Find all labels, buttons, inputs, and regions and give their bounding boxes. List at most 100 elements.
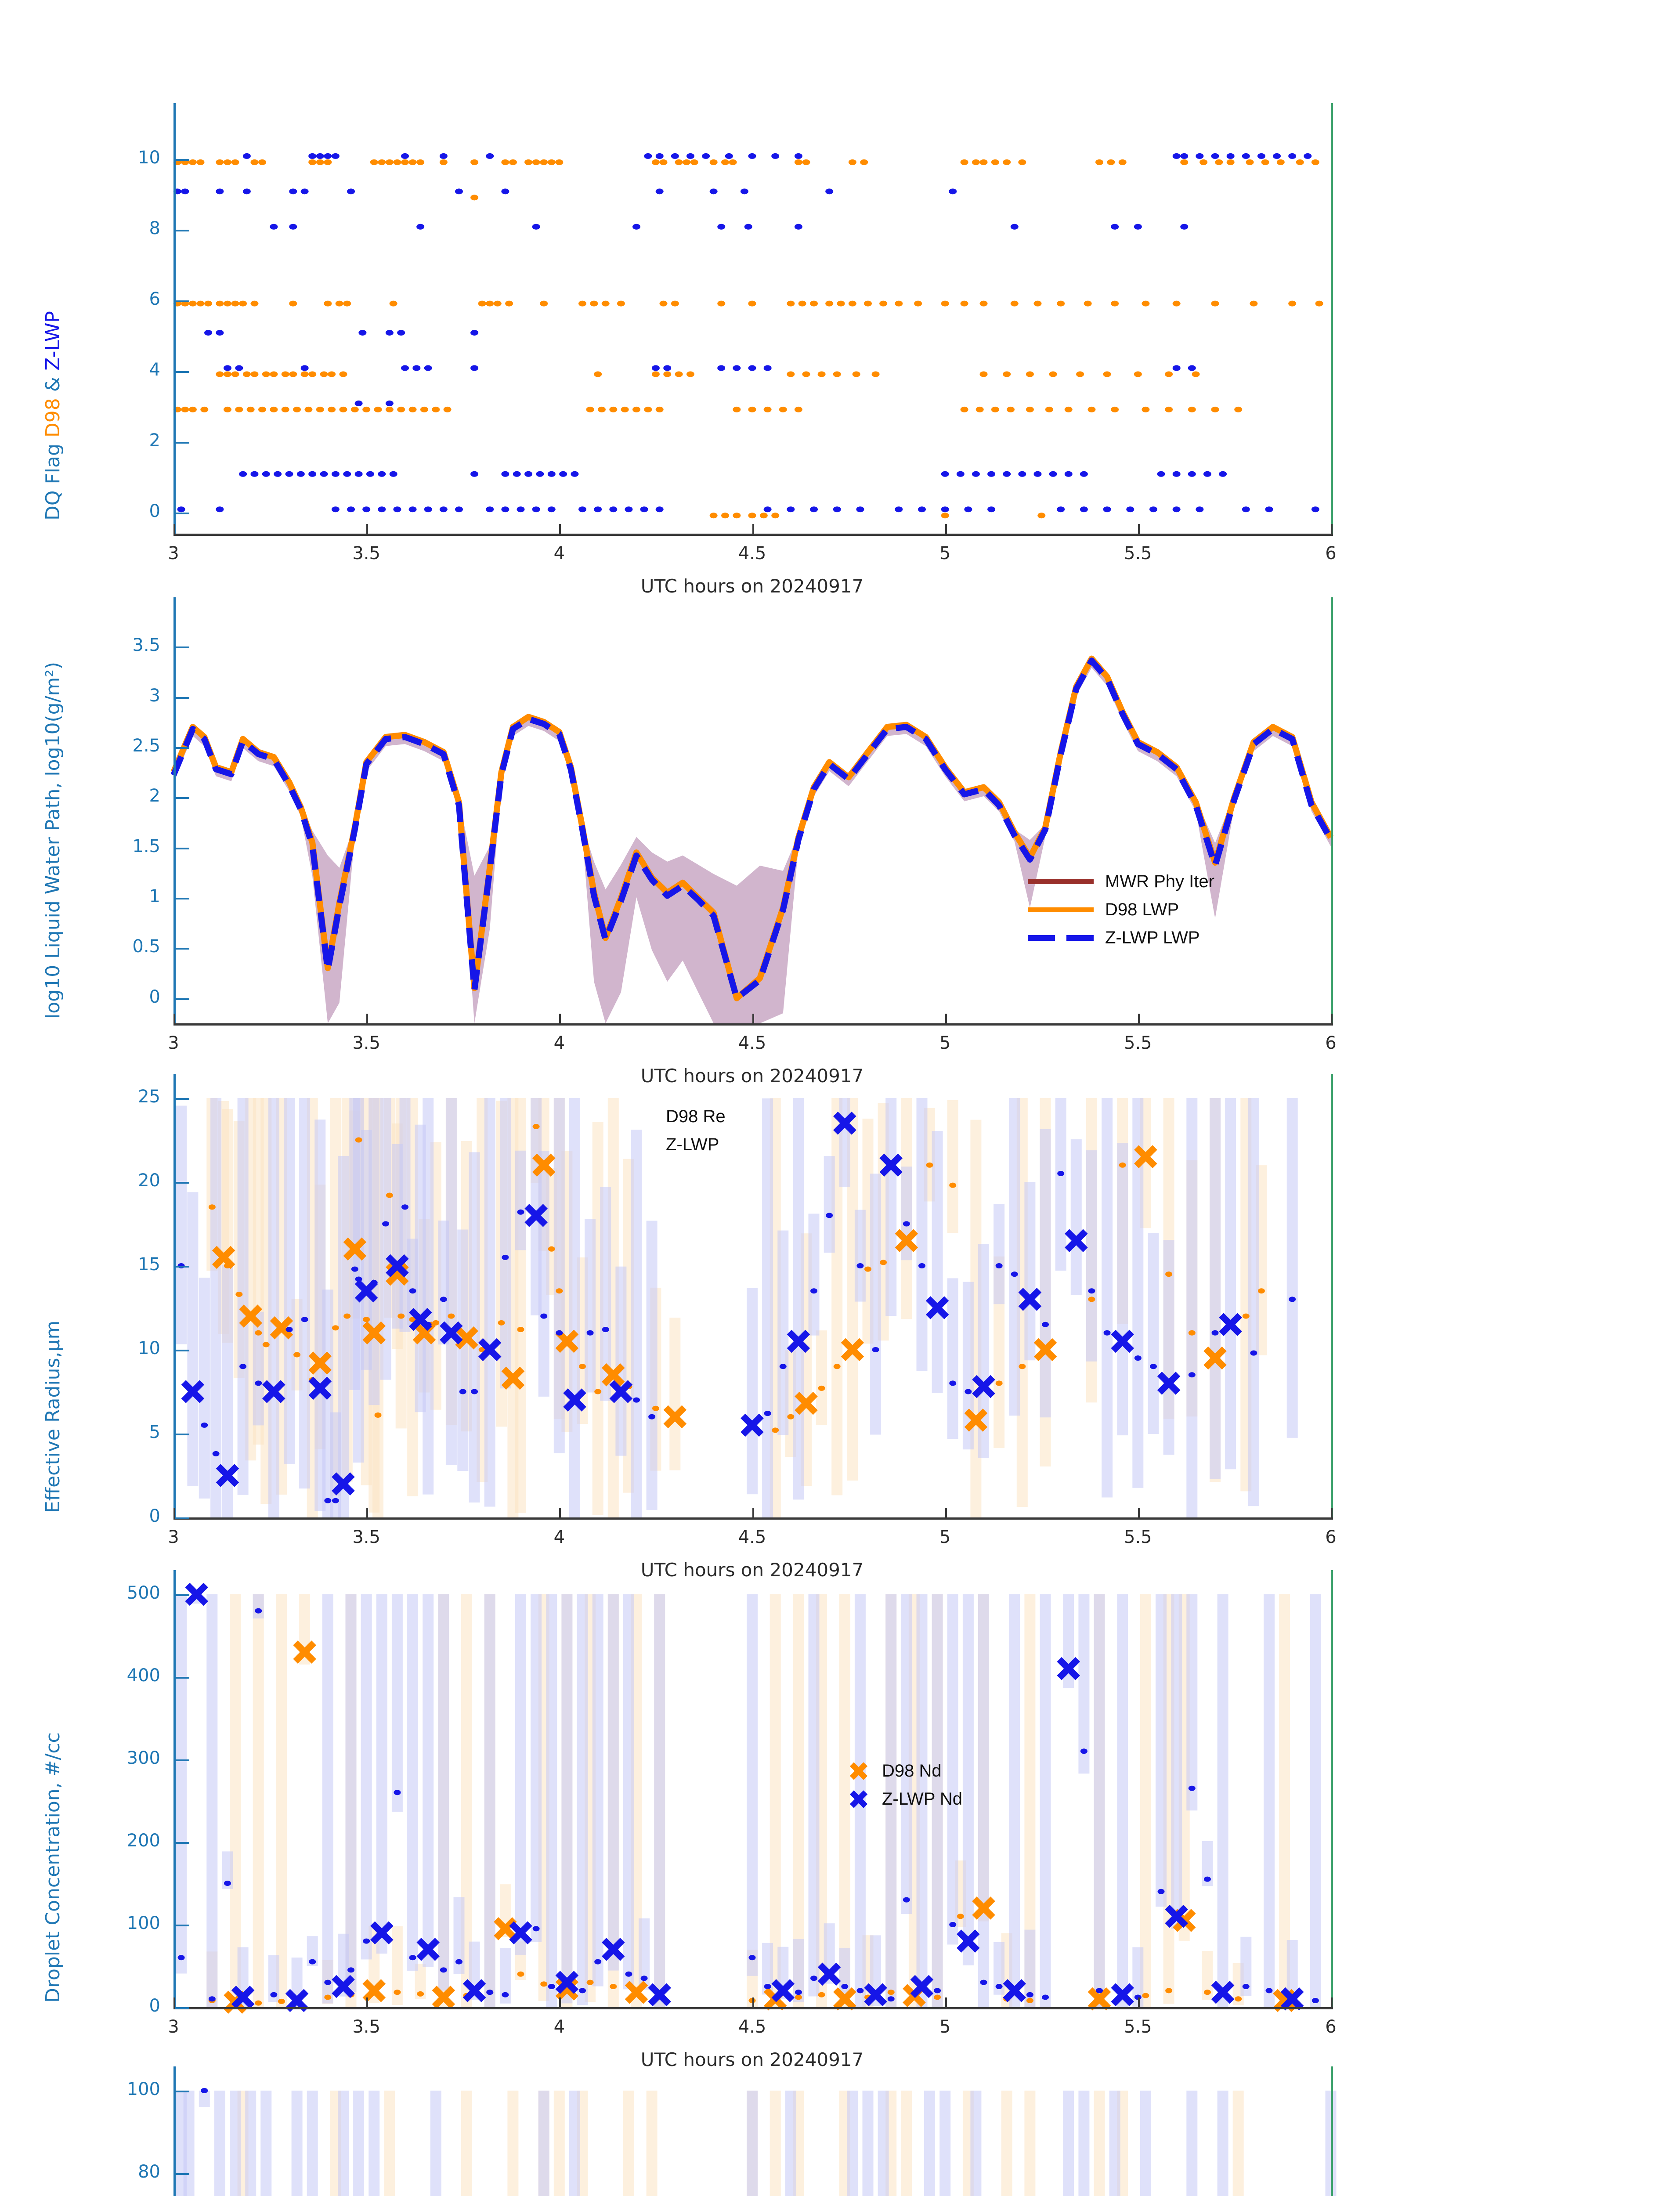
x-tick-label: 5.5 xyxy=(1124,1033,1152,1053)
y-tick-label: 10 xyxy=(138,1338,160,1358)
y-tick-label: 8 xyxy=(149,218,160,239)
x-tick xyxy=(366,1997,369,2009)
y-tick-label: 1 xyxy=(149,886,160,907)
y-tick-label: 100 xyxy=(126,1913,160,1933)
x-tick-label: 4 xyxy=(553,1033,565,1053)
y-axis-line xyxy=(173,103,176,534)
x-tick xyxy=(173,1508,175,1519)
y-axis-line-right xyxy=(1331,1074,1333,1517)
legend-droplet-concentration: D98 Nd Z-LWP Nd xyxy=(826,1757,962,1813)
y-tick xyxy=(173,898,189,900)
y-tick xyxy=(173,2173,189,2175)
y-tick-label: 300 xyxy=(126,1748,160,1768)
x-tick-label: 3.5 xyxy=(352,1033,380,1053)
legend-label: Z-LWP LWP xyxy=(1105,928,1200,947)
y-tick xyxy=(173,230,189,232)
y-tick xyxy=(173,1842,189,1844)
y-tick-label: 6 xyxy=(149,289,160,310)
legend-item: D98 Re xyxy=(589,1102,726,1131)
y-tick xyxy=(173,1098,189,1100)
x-tick xyxy=(1331,1014,1333,1025)
x-tick-label: 6 xyxy=(1325,2017,1337,2037)
y-axis-line-right xyxy=(1331,597,1333,1023)
x-tick xyxy=(173,1014,175,1025)
x-tick-label: 5.5 xyxy=(1124,543,1152,563)
x-tick xyxy=(1138,1997,1140,2009)
y-tick xyxy=(173,2007,189,2009)
x-tick-label: 6 xyxy=(1325,1033,1337,1053)
x-tick-label: 4 xyxy=(553,543,565,563)
y-tick-label: 2 xyxy=(149,786,160,806)
y-tick xyxy=(173,647,189,649)
y-tick-label: 25 xyxy=(138,1087,160,1107)
x-tick xyxy=(559,1508,561,1519)
x-tick-label: 3 xyxy=(168,2017,179,2037)
legend-item: D98 Nd xyxy=(826,1757,962,1785)
x-tick xyxy=(752,1014,754,1025)
y-tick xyxy=(173,697,189,699)
x-tick-label: 3 xyxy=(168,543,179,563)
legend-label: D98 Re xyxy=(666,1106,726,1126)
y-axis-line-right xyxy=(1331,103,1333,534)
y-tick xyxy=(173,300,189,303)
x-tick xyxy=(559,524,561,535)
y-tick xyxy=(173,1677,189,1679)
x-tick xyxy=(559,1997,561,2009)
y-tick xyxy=(173,1925,189,1926)
x-tick-label: 5 xyxy=(939,543,951,563)
y-tick-label: 2 xyxy=(149,430,160,451)
x-tick xyxy=(1331,1997,1333,2009)
x-tick-label: 3.5 xyxy=(352,1527,380,1547)
y-tick xyxy=(173,1517,189,1519)
y-tick-label: 1.5 xyxy=(132,836,160,856)
y-tick xyxy=(173,1594,189,1596)
x-tick-label: 3.5 xyxy=(352,2017,380,2037)
x-tick xyxy=(559,1014,561,1025)
x-tick xyxy=(1331,524,1333,535)
y-tick xyxy=(173,159,189,161)
y-tick-label: 80 xyxy=(138,2162,160,2182)
y-tick-label: 5 xyxy=(149,1422,160,1442)
x-tick xyxy=(752,524,754,535)
legend-item: Z-LWP LWP xyxy=(1028,924,1214,952)
y-tick-label: 2.5 xyxy=(132,735,160,756)
x-tick xyxy=(752,1508,754,1519)
y-tick-label: 10 xyxy=(138,148,160,168)
x-tick-label: 4.5 xyxy=(738,543,766,563)
x-tick-label: 4.5 xyxy=(738,1527,766,1547)
x-tick-label: 6 xyxy=(1325,1527,1337,1547)
x-tick xyxy=(173,524,175,535)
y-tick xyxy=(173,998,189,1000)
x-tick-label: 4.5 xyxy=(738,2017,766,2037)
x-tick-label: 5 xyxy=(939,2017,951,2037)
x-tick xyxy=(945,1997,947,2009)
y-tick-label: 100 xyxy=(126,2079,160,2099)
y-axis-line-right xyxy=(1331,1570,1333,2007)
x-axis-title: UTC hours on 20240917 xyxy=(640,1559,864,1581)
x-tick-label: 5.5 xyxy=(1124,1527,1152,1547)
y-tick xyxy=(173,847,189,849)
y-tick xyxy=(173,797,189,799)
x-axis-title: UTC hours on 20240917 xyxy=(640,2049,864,2070)
legend-label: Z-LWP xyxy=(666,1134,719,1154)
y-tick xyxy=(173,1350,189,1351)
y-axis-line xyxy=(173,2066,176,2196)
y-tick xyxy=(173,1759,189,1761)
y-axis-line-right xyxy=(1331,2066,1333,2196)
x-tick-label: 3 xyxy=(168,1527,179,1547)
y-tick xyxy=(173,512,189,514)
legend-item: Z-LWP xyxy=(589,1131,726,1159)
y-tick-label: 500 xyxy=(126,1583,160,1603)
x-tick xyxy=(1331,1508,1333,1519)
x-tick-label: 3 xyxy=(168,1033,179,1053)
legend-label: D98 Nd xyxy=(882,1761,942,1781)
